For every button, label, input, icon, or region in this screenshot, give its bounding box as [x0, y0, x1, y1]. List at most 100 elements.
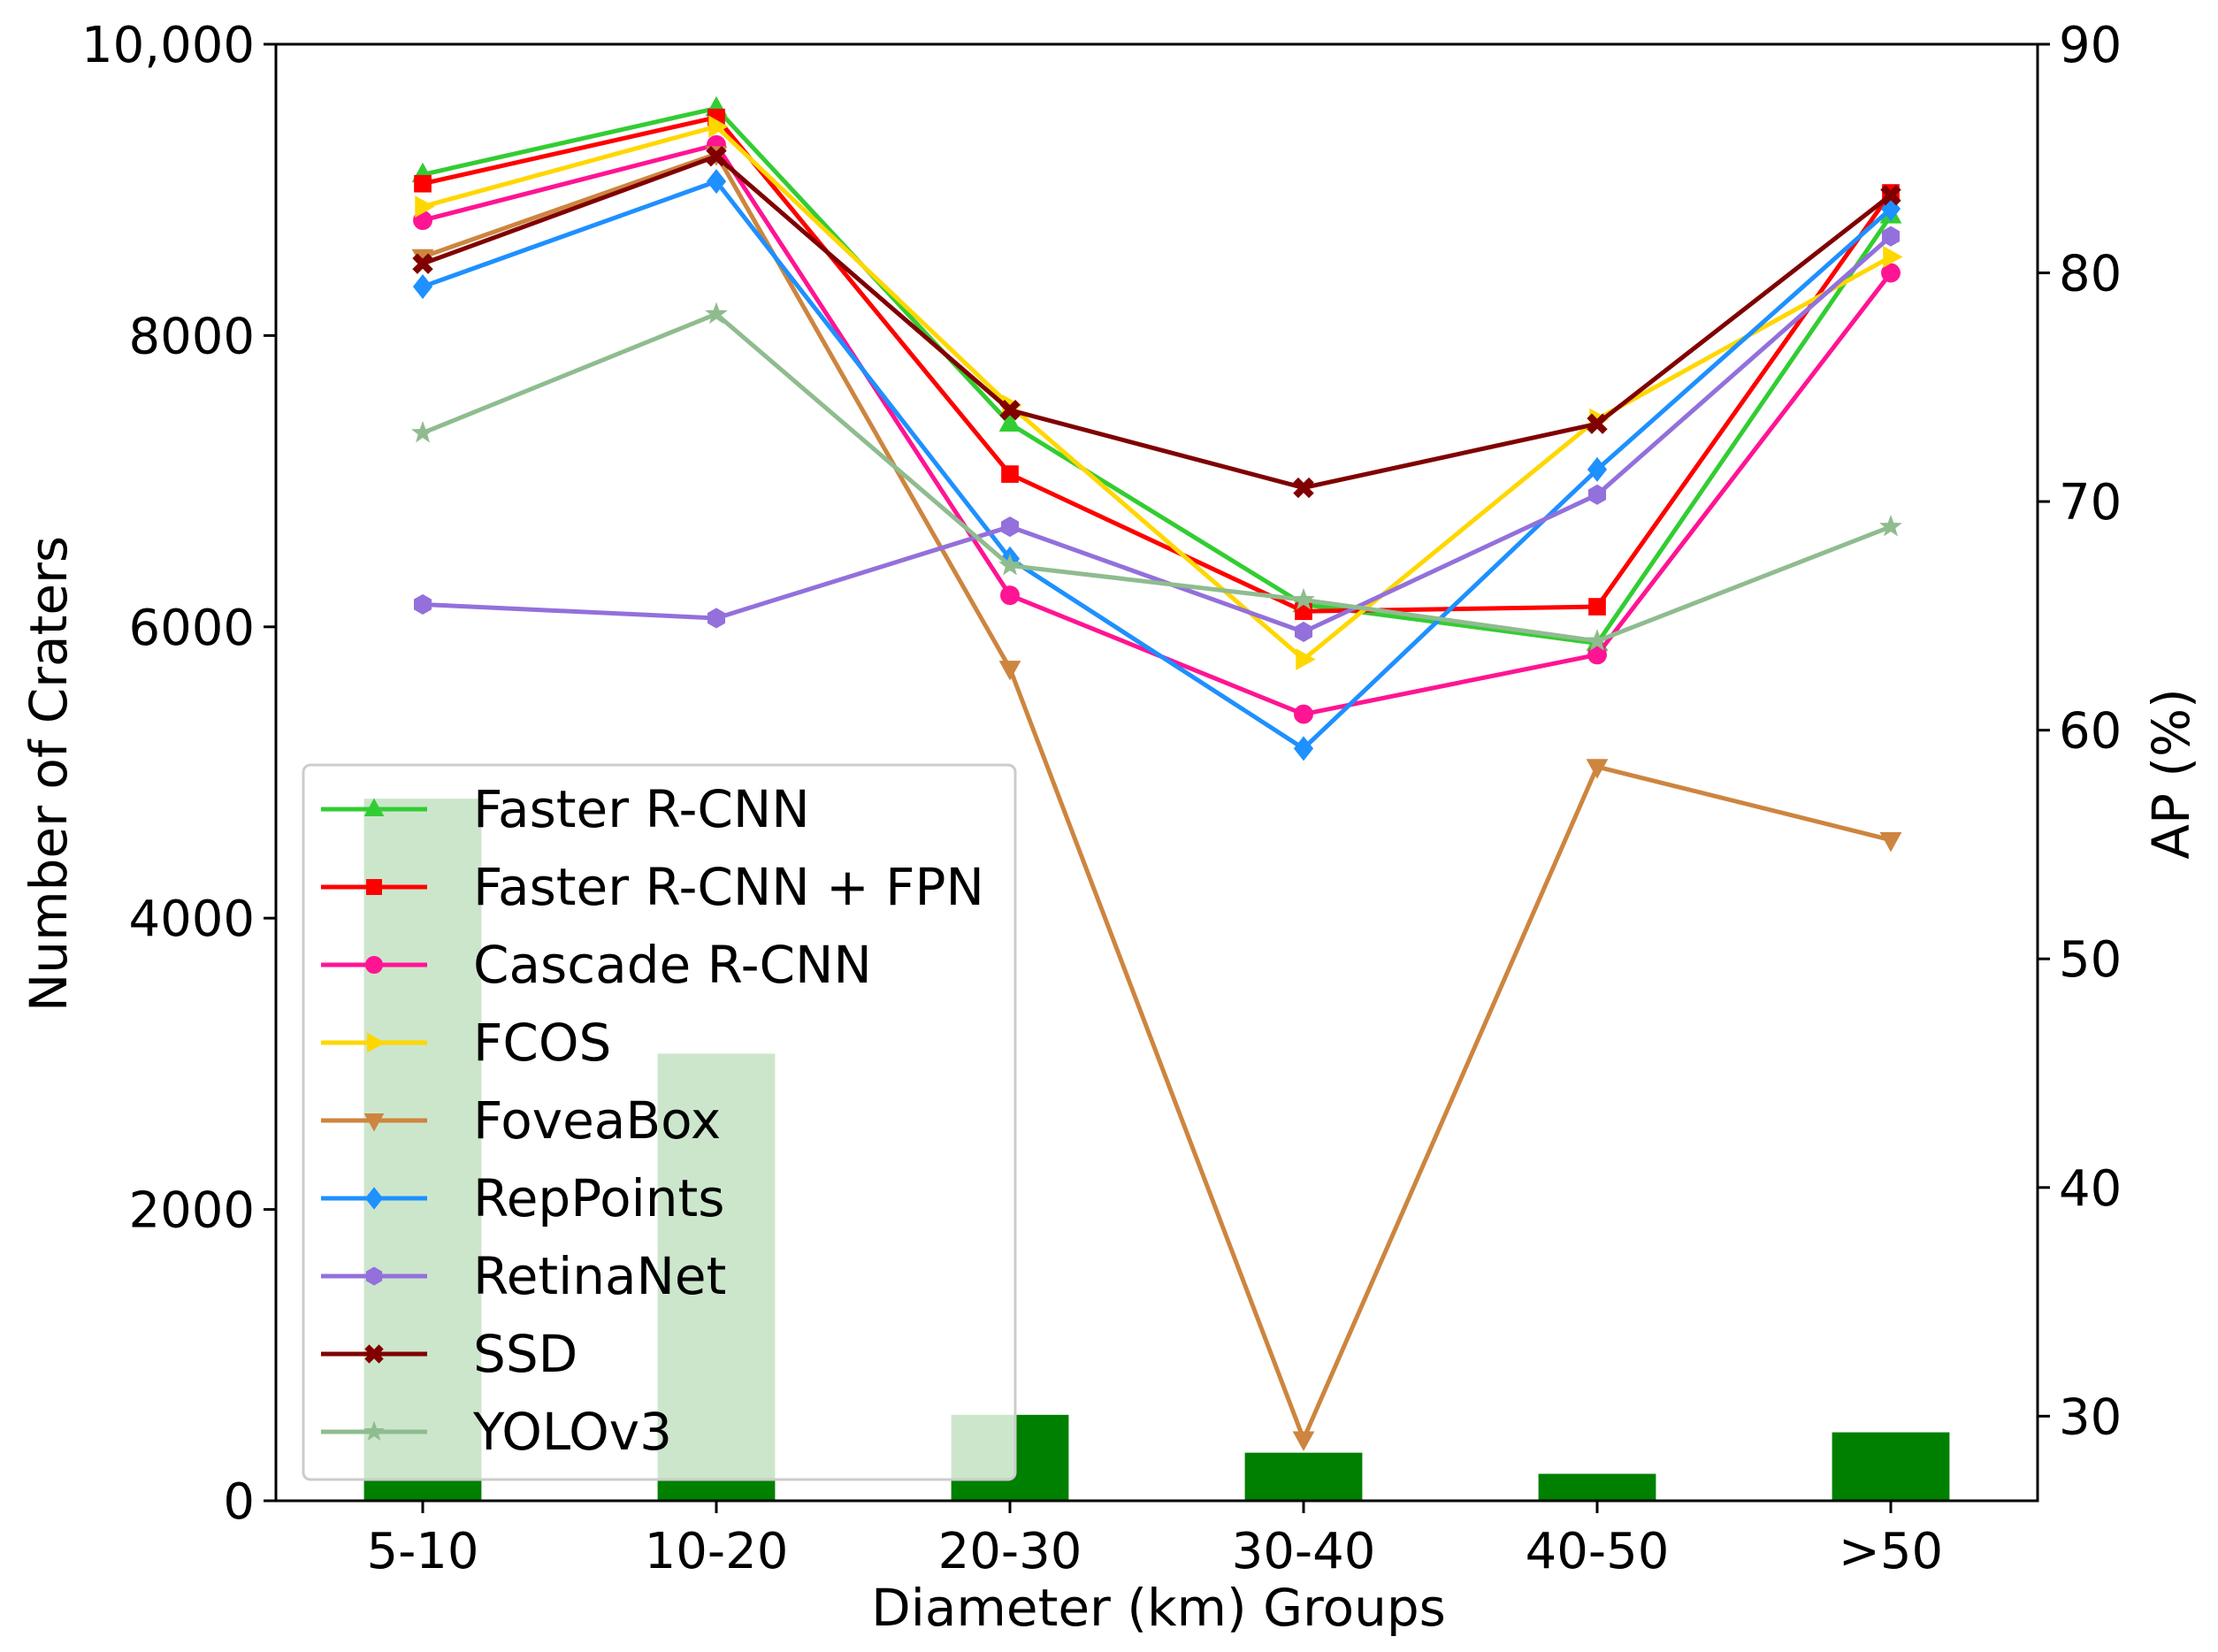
point-cascade-r-cnn-40-50 [1587, 645, 1607, 665]
legend-marker-yolov3 [363, 1420, 385, 1442]
series-retinanet [413, 226, 1901, 643]
point-reppoints-30-40 [1293, 736, 1314, 761]
legend-item-yolov3: YOLOv3 [321, 1402, 672, 1462]
series-fcos [415, 115, 1903, 670]
point-retinanet-5-10 [413, 593, 432, 616]
legend-marker-cascade-r-cnn [365, 956, 383, 974]
point-fcos-50 [1883, 246, 1903, 268]
point-retinanet-10-20 [707, 608, 726, 629]
series-reppoints [412, 169, 1901, 761]
y-axis-right-title: AP (%) [2141, 688, 2201, 859]
y-right-tick-label: 60 [2059, 703, 2122, 761]
point-yolov3-10-20 [705, 302, 728, 325]
point-reppoints-10-20 [706, 169, 727, 195]
legend-item-ssd: SSD [321, 1324, 577, 1384]
legend-marker-faster-r-cnn [363, 798, 385, 816]
point-cascade-r-cnn-50 [1881, 263, 1901, 283]
x-tick-label: 20-30 [938, 1523, 1082, 1580]
point-fcos-5-10 [415, 195, 435, 218]
bar-40-50 [1538, 1473, 1656, 1501]
point-foveabox-50 [1879, 832, 1902, 853]
legend-item-cascade-r-cnn: Cascade R-CNN [321, 935, 872, 995]
point-retinanet-50 [1881, 226, 1901, 247]
point-reppoints-5-10 [412, 274, 433, 300]
series-yolov3 [411, 302, 1902, 651]
y-left-tick-label: 6000 [128, 600, 255, 657]
series-line-faster-r-cnn-fpn [422, 115, 1893, 614]
point-ssd-30-40 [1293, 477, 1314, 499]
x-tick-label: 10-20 [645, 1523, 789, 1580]
legend-item-fcos: FCOS [321, 1013, 611, 1073]
x-axis-title: Diameter (km) Groups [871, 1578, 1446, 1638]
series-lines-layer [411, 96, 1903, 1451]
point-faster-r-cnn-fpn-20-30 [1001, 465, 1019, 483]
point-cascade-r-cnn-20-30 [1000, 585, 1020, 606]
bar-30-40 [1244, 1452, 1363, 1501]
legend-marker-foveabox [363, 1113, 385, 1132]
legend-box [302, 763, 1017, 1481]
legend-label: RetinaNet [473, 1246, 726, 1306]
point-faster-r-cnn-20-30 [998, 411, 1021, 432]
series-line-faster-r-cnn [422, 105, 1893, 646]
point-foveabox-20-30 [998, 661, 1021, 681]
series-ssd [412, 145, 1901, 499]
point-yolov3-40-50 [1586, 629, 1609, 651]
legend-marker-reppoints [364, 1187, 384, 1210]
y-left-tick-label: 10,000 [81, 17, 255, 74]
point-ssd-10-20 [706, 145, 727, 167]
point-retinanet-40-50 [1587, 484, 1607, 505]
series-line-ssd [422, 154, 1893, 491]
point-fcos-30-40 [1296, 648, 1316, 670]
series-cascade-r-cnn [413, 134, 1901, 724]
y-right-tick-label: 30 [2059, 1388, 2122, 1446]
x-tick-label: 5-10 [366, 1523, 478, 1580]
point-cascade-r-cnn-30-40 [1294, 704, 1313, 724]
point-yolov3-30-40 [1292, 587, 1315, 610]
point-retinanet-30-40 [1294, 621, 1313, 643]
point-reppoints-50 [1880, 196, 1901, 222]
point-yolov3-5-10 [411, 420, 434, 443]
y-right-tick-label: 70 [2059, 474, 2122, 532]
legend-marker-faster-r-cnn-fpn [366, 879, 382, 895]
series-line-retinanet [422, 234, 1893, 634]
x-tick-label: >50 [1839, 1523, 1943, 1580]
legend-label: Faster R-CNN + FPN [473, 857, 984, 917]
legend-marker-retinanet [365, 1266, 383, 1286]
legend-marker-ssd [364, 1344, 384, 1364]
y-right-tick-label: 40 [2059, 1160, 2122, 1218]
legend-item-foveabox: FoveaBox [321, 1090, 721, 1151]
point-reppoints-40-50 [1587, 456, 1608, 482]
y-left-tick-label: 4000 [128, 891, 255, 948]
series-line-yolov3 [422, 311, 1892, 644]
y-left-tick-label: 2000 [128, 1182, 255, 1240]
point-ssd-50 [1880, 184, 1901, 206]
point-faster-r-cnn-fpn-5-10 [414, 174, 432, 193]
legend: Faster R-CNN Faster R-CNN + FPN Cascade R-… [302, 763, 1017, 1481]
y-right-tick-label: 50 [2059, 931, 2122, 989]
axes-layer: 0 2000 4000 6000 8000 10,000 30 40 50 60 70 80 90 5-1… [81, 17, 2122, 1580]
x-tick-label: 40-50 [1526, 1523, 1670, 1580]
x-tick-label: 30-40 [1232, 1523, 1376, 1580]
point-ssd-5-10 [412, 253, 433, 274]
legend-item-faster-r-cnn: Faster R-CNN [321, 779, 810, 839]
point-yolov3-50 [1879, 514, 1902, 537]
legend-marker-fcos [367, 1032, 386, 1053]
legend-label: FoveaBox [473, 1090, 721, 1151]
legend-item-retinanet: RetinaNet [321, 1246, 726, 1306]
legend-label: SSD [473, 1324, 577, 1384]
point-fcos-10-20 [708, 115, 729, 138]
legend-label: Faster R-CNN [473, 779, 810, 839]
point-foveabox-40-50 [1586, 759, 1609, 779]
legend-label: FCOS [473, 1013, 611, 1073]
plot-frame [274, 42, 2039, 1503]
legend-label: Cascade R-CNN [473, 935, 872, 995]
legend-label: RepPoints [473, 1168, 724, 1228]
series-line-foveabox [422, 151, 1892, 1442]
legend-label: YOLOv3 [472, 1402, 672, 1462]
y-right-tick-label: 80 [2059, 246, 2122, 303]
y-right-tick-label: 90 [2059, 17, 2122, 74]
y-left-tick-label: 0 [223, 1473, 255, 1531]
y-left-tick-label: 8000 [128, 308, 255, 365]
point-faster-r-cnn-fpn-40-50 [1588, 598, 1606, 616]
